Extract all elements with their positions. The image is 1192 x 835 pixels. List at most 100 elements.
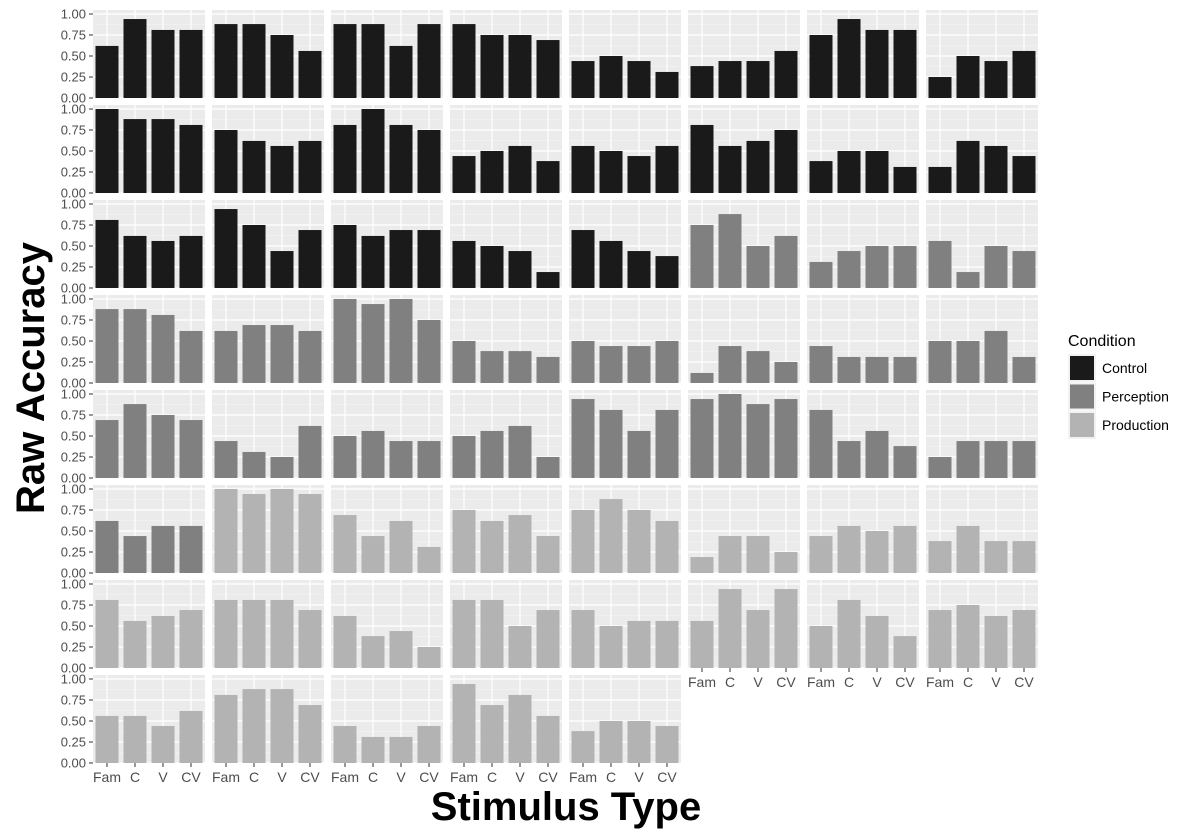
bar	[298, 330, 322, 383]
legend-swatch	[1070, 413, 1094, 437]
y-axes: 0.000.250.500.751.000.000.250.500.751.00…	[61, 7, 93, 771]
bar	[333, 299, 357, 383]
bar	[361, 430, 385, 478]
bar	[389, 124, 413, 193]
y-tick-label: 0.75	[61, 28, 86, 43]
bar	[690, 372, 714, 383]
bar	[270, 325, 294, 383]
bar	[865, 151, 889, 193]
bar	[837, 151, 861, 193]
bar	[956, 441, 980, 478]
y-tick-label: 0.25	[61, 735, 86, 750]
bar	[298, 230, 322, 288]
bar	[928, 240, 952, 288]
bar	[242, 140, 266, 193]
bar	[452, 510, 476, 573]
bar	[417, 320, 441, 383]
bar	[242, 325, 266, 383]
x-tick-label: C	[130, 769, 140, 785]
y-tick-label: 0.25	[61, 260, 86, 275]
facet-panel	[450, 295, 562, 384]
bar	[298, 610, 322, 668]
y-tick-label: 0.00	[61, 91, 86, 106]
x-tick-label: Fam	[212, 769, 240, 785]
y-tick-label: 0.25	[61, 640, 86, 655]
y-tick-label: 1.00	[61, 387, 86, 402]
facet-panel	[569, 390, 681, 479]
bar	[956, 525, 980, 573]
bar	[452, 684, 476, 763]
facet-panel	[569, 675, 681, 764]
bar	[333, 726, 357, 763]
bar	[361, 636, 385, 668]
bar	[333, 615, 357, 668]
bar	[536, 457, 560, 478]
bar	[809, 536, 833, 573]
bar	[809, 35, 833, 98]
bar	[242, 494, 266, 573]
x-tick-label: C	[368, 769, 378, 785]
bar	[1012, 441, 1036, 478]
y-tick-label: 0.00	[61, 376, 86, 391]
facet-panel	[93, 675, 205, 764]
bar	[928, 166, 952, 193]
facet-panel	[212, 10, 324, 99]
bar	[298, 425, 322, 478]
y-tick-label: 1.00	[61, 672, 86, 687]
facet-panel	[807, 200, 919, 289]
facet-panel	[212, 200, 324, 289]
bar	[956, 605, 980, 668]
bar	[746, 610, 770, 668]
bar	[214, 694, 238, 763]
bar	[214, 489, 238, 573]
bar	[536, 356, 560, 383]
x-tick-label: V	[158, 769, 168, 785]
bar	[837, 525, 861, 573]
y-tick-label: 0.50	[61, 524, 86, 539]
bar	[599, 240, 623, 288]
bar	[95, 109, 119, 193]
x-tick-label: C	[963, 674, 973, 690]
facet-panel	[93, 295, 205, 384]
bar	[893, 29, 917, 98]
facet-panel	[569, 105, 681, 194]
bar	[746, 404, 770, 478]
bar	[270, 489, 294, 573]
facet-panel	[569, 200, 681, 289]
facet-panel	[807, 295, 919, 384]
bar	[984, 441, 1008, 478]
bar	[417, 726, 441, 763]
bar	[508, 351, 532, 383]
y-tick-label: 0.50	[61, 619, 86, 634]
bar	[928, 341, 952, 383]
bar	[746, 351, 770, 383]
y-tick-label: 0.25	[61, 70, 86, 85]
bar	[984, 246, 1008, 288]
bar	[746, 246, 770, 288]
bar	[417, 230, 441, 288]
facet-panel	[926, 485, 1038, 574]
x-tick-label: CV	[419, 769, 439, 785]
bar	[571, 731, 595, 763]
x-tick-label: V	[753, 674, 763, 690]
bar	[536, 715, 560, 763]
x-tick-label: CV	[1014, 674, 1034, 690]
bar	[508, 694, 532, 763]
bar	[452, 599, 476, 668]
facet-panel	[331, 105, 443, 194]
bar	[151, 314, 175, 383]
bar	[809, 161, 833, 193]
y-tick-label: 0.00	[61, 756, 86, 771]
facet-panel	[807, 105, 919, 194]
bar	[893, 356, 917, 383]
bar	[95, 715, 119, 763]
y-tick-label: 1.00	[61, 197, 86, 212]
bar	[774, 552, 798, 573]
bar	[214, 599, 238, 668]
bar	[151, 525, 175, 573]
bar	[956, 56, 980, 98]
bar	[151, 29, 175, 98]
bar	[361, 736, 385, 763]
